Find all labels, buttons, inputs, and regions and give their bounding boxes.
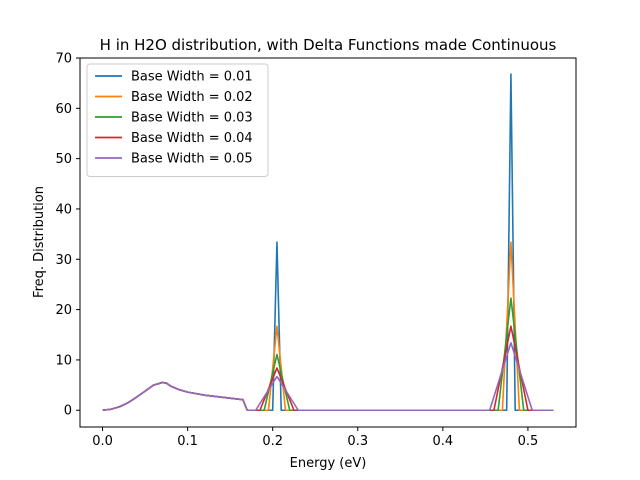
legend-label: Base Width = 0.04 xyxy=(131,131,253,146)
plot-frame xyxy=(79,57,577,428)
legend-label: Base Width = 0.01 xyxy=(131,70,253,85)
x-tick-label: 0.4 xyxy=(433,434,454,449)
x-axis: 0.0 0.1 0.2 0.3 0.4 0.5 xyxy=(92,427,538,449)
series-line-4 xyxy=(102,325,554,412)
y-tick-label: 40 xyxy=(55,202,72,217)
y-tick-label: 10 xyxy=(55,353,72,368)
series-line-3 xyxy=(102,297,554,412)
x-tick-label: 0.2 xyxy=(262,434,283,449)
series-line-5 xyxy=(102,342,554,412)
x-tick-label: 0.0 xyxy=(92,434,113,449)
legend: Base Width = 0.01 Base Width = 0.02 Base W… xyxy=(86,63,269,177)
x-axis-label: Energy (eV) xyxy=(290,456,367,471)
legend-label: Base Width = 0.02 xyxy=(131,90,253,105)
legend-label: Base Width = 0.03 xyxy=(131,111,253,126)
x-tick-label: 0.1 xyxy=(177,434,198,449)
y-tick-label: 30 xyxy=(55,253,72,268)
legend-label: Base Width = 0.05 xyxy=(131,152,253,167)
plot-lines xyxy=(102,73,554,412)
y-tick-label: 20 xyxy=(55,303,72,318)
y-tick-label: 50 xyxy=(55,152,72,167)
y-tick-label: 0 xyxy=(64,404,72,419)
y-tick-label: 60 xyxy=(55,102,72,117)
y-axis: 0 10 20 30 40 50 60 70 xyxy=(55,52,80,419)
x-tick-label: 0.5 xyxy=(518,434,539,449)
y-axis-label: Freq. Distribution xyxy=(32,186,47,298)
x-tick-label: 0.3 xyxy=(347,434,368,449)
chart-title: H in H2O distribution, with Delta Functi… xyxy=(100,36,557,54)
y-tick-label: 70 xyxy=(55,52,72,67)
legend-box xyxy=(86,63,269,177)
